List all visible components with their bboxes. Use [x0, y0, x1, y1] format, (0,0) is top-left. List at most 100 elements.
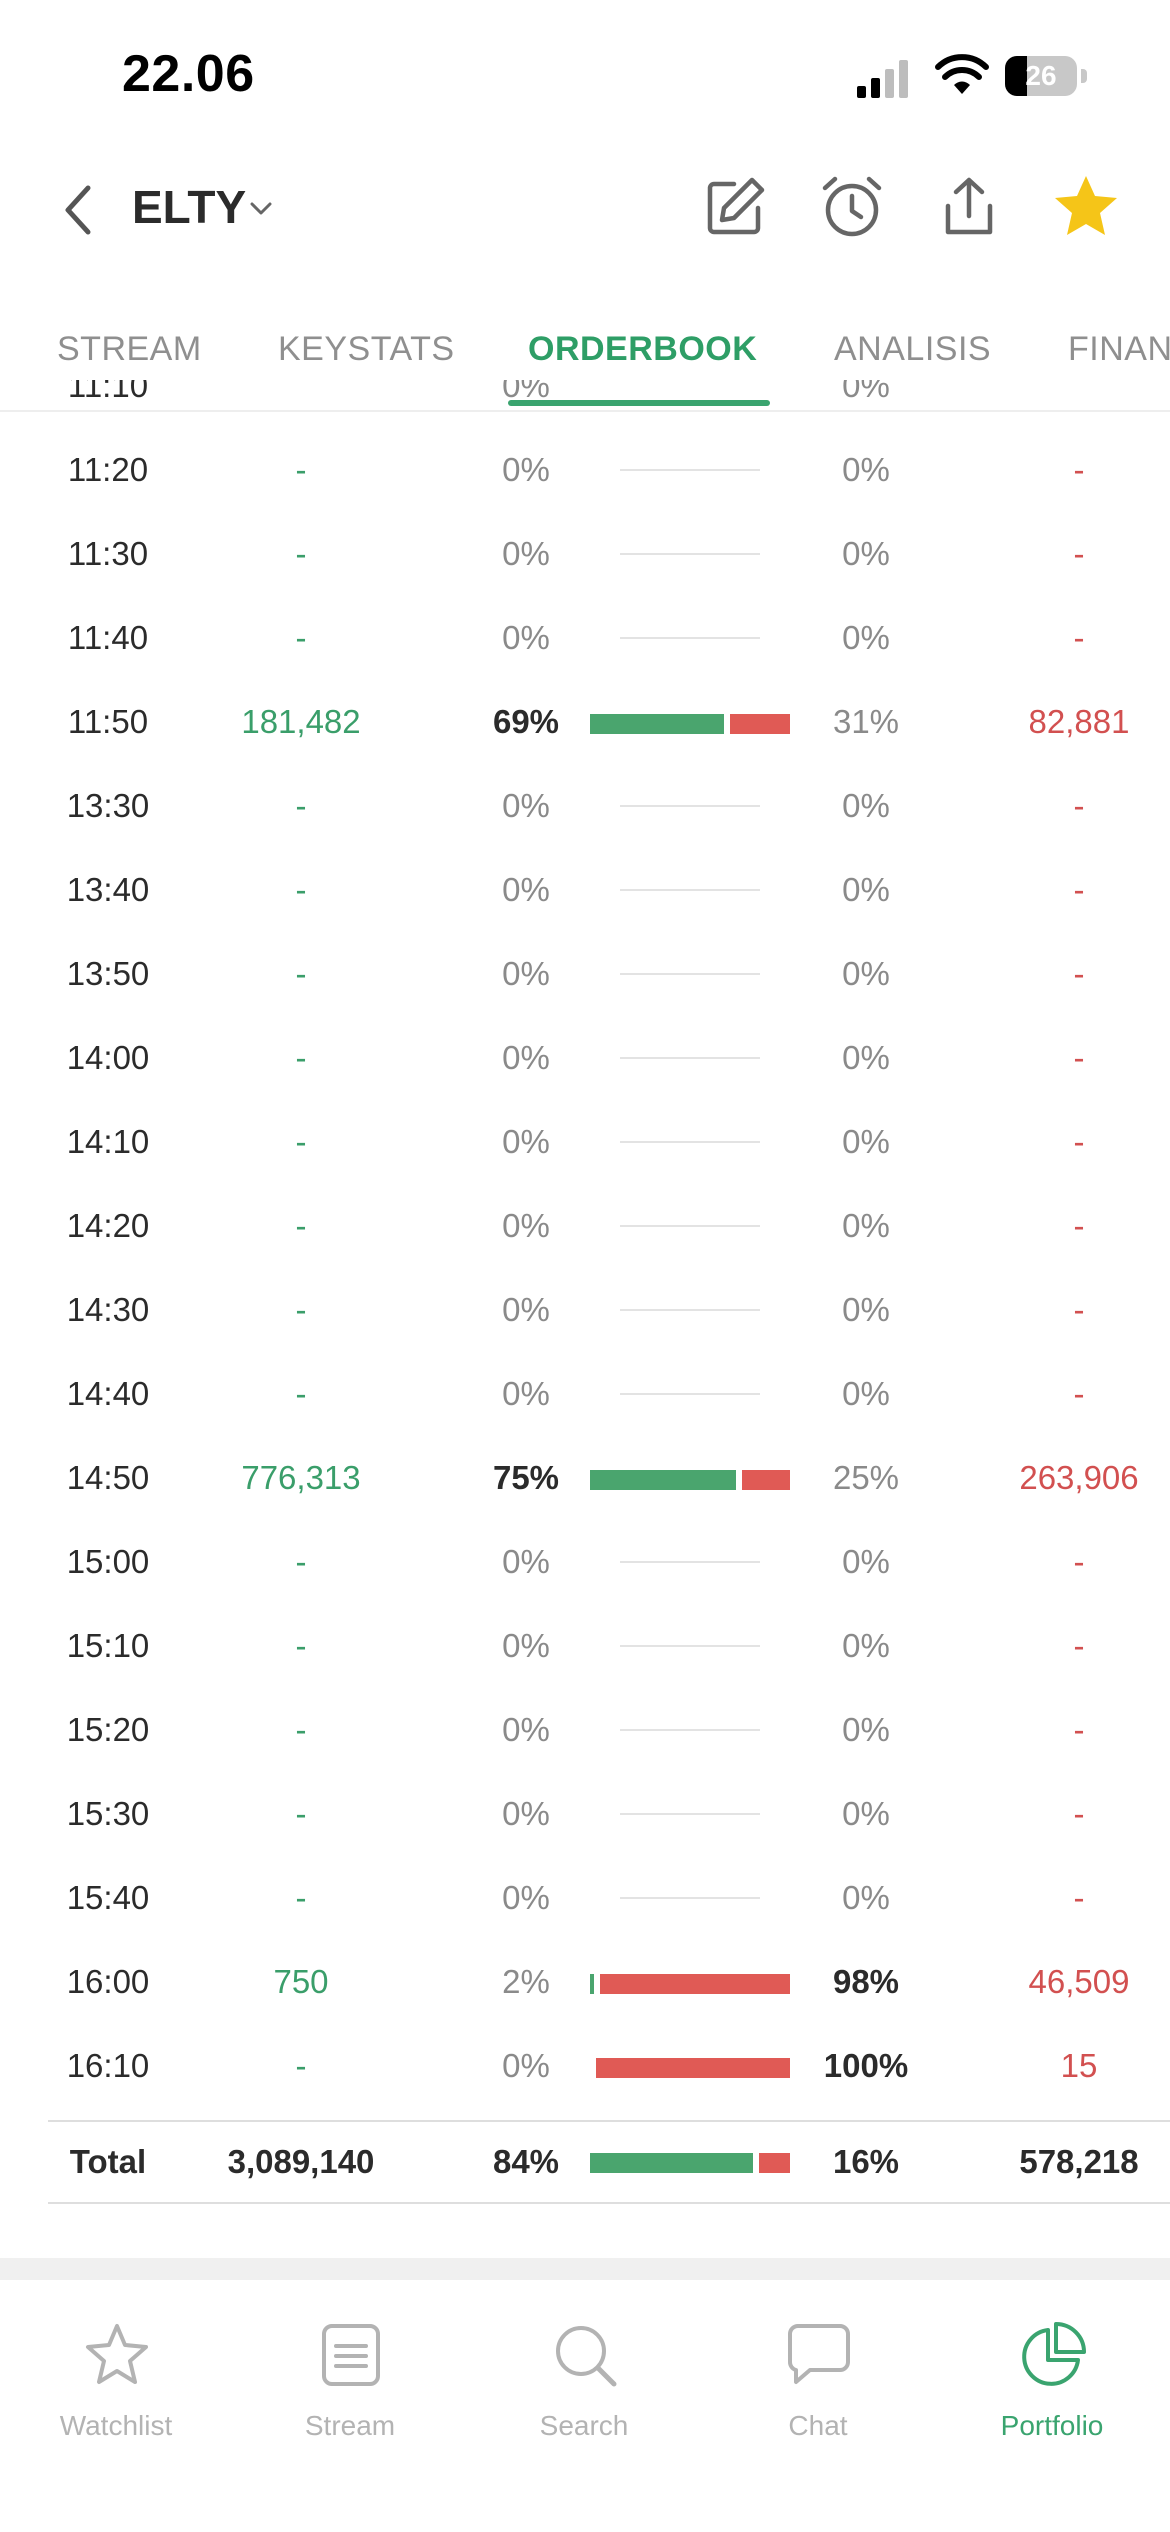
row-sell-pct: 0%	[842, 535, 890, 572]
alarm-clock-icon[interactable]	[817, 172, 887, 242]
table-row[interactable]: 11:40 - 0% 0% -	[48, 596, 1170, 680]
ratio-bar	[590, 1268, 792, 1352]
ticker-symbol[interactable]: ELTY	[132, 181, 247, 233]
table-row[interactable]: 15:30 - 0% 0% -	[48, 1772, 1170, 1856]
row-buy-volume: -	[295, 1207, 307, 1244]
sell-ratio-bar	[742, 1470, 790, 1490]
table-row[interactable]: 11:50 181,482 69% 31% 82,881	[48, 680, 1170, 764]
total-buy-volume: 3,089,140	[227, 2143, 375, 2180]
back-chevron-icon[interactable]	[54, 180, 104, 240]
row-sell-volume: -	[1073, 535, 1085, 572]
row-buy-pct: 0%	[502, 871, 550, 908]
row-buy-volume: -	[295, 1795, 307, 1832]
row-time: 14:20	[66, 1207, 150, 1244]
table-row[interactable]: 13:40 - 0% 0% -	[48, 848, 1170, 932]
table-row[interactable]: 14:40 - 0% 0% -	[48, 1352, 1170, 1436]
row-time: 15:30	[66, 1795, 150, 1832]
row-buy-volume: 750	[273, 1963, 329, 2000]
row-buy-volume: -	[295, 1375, 307, 1412]
nav-search[interactable]: Search	[484, 2300, 684, 2460]
nav-label: Chat	[788, 2410, 848, 2441]
share-icon[interactable]	[934, 172, 1004, 242]
empty-ratio-line	[620, 1393, 760, 1395]
ratio-bar	[590, 1856, 792, 1940]
empty-ratio-line	[620, 1813, 760, 1815]
row-buy-pct: 75%	[492, 1459, 560, 1496]
row-sell-volume: -	[1073, 1123, 1085, 1160]
row-sell-pct: 0%	[842, 1543, 890, 1580]
row-sell-volume: 46,509	[1028, 1963, 1130, 2000]
row-sell-volume: -	[1073, 1879, 1085, 1916]
table-row[interactable]: 15:20 - 0% 0% -	[48, 1688, 1170, 1772]
table-row[interactable]: 16:00 750 2% 98% 46,509	[48, 1940, 1170, 2024]
row-sell-volume: -	[1073, 1207, 1085, 1244]
sell-ratio-bar	[596, 2058, 790, 2078]
nav-chat[interactable]: Chat	[718, 2300, 918, 2460]
row-time: 11:10	[67, 380, 149, 404]
orderbook-table[interactable]: 11:10 0% 0% 11:20 - 0% 0% - 11:30 - 0% 0% - 11:40 -…	[48, 380, 1170, 2210]
table-row[interactable]: 11:20 - 0% 0% -	[48, 428, 1170, 512]
row-sell-volume: -	[1073, 1711, 1085, 1748]
tab-financials[interactable]: FINAN	[1068, 330, 1170, 368]
row-sell-pct: 0%	[842, 380, 890, 404]
row-sell-volume: -	[1073, 1039, 1085, 1076]
row-sell-pct: 0%	[842, 451, 890, 488]
sell-ratio-bar	[759, 2153, 790, 2173]
ratio-bar	[590, 428, 792, 512]
row-buy-pct: 0%	[502, 380, 550, 404]
status-bar: 22.06 26	[0, 0, 1170, 140]
row-buy-volume: -	[295, 1543, 307, 1580]
row-buy-volume: -	[295, 1711, 307, 1748]
edit-note-icon[interactable]	[700, 172, 770, 242]
table-row[interactable]: 13:50 - 0% 0% -	[48, 932, 1170, 1016]
table-row[interactable]: 14:20 - 0% 0% -	[48, 1184, 1170, 1268]
row-sell-volume: 15	[1060, 2047, 1098, 2084]
nav-portfolio[interactable]: Portfolio	[952, 2300, 1152, 2460]
nav-watchlist[interactable]: Watchlist	[16, 2300, 216, 2460]
table-row[interactable]: 16:10 - 0% 100% 15	[48, 2024, 1170, 2108]
chevron-down-icon[interactable]	[246, 194, 276, 224]
tab-keystats[interactable]: KEYSTATS	[278, 330, 455, 368]
empty-ratio-line	[620, 1729, 760, 1731]
row-buy-volume: -	[295, 1879, 307, 1916]
favorite-star-icon[interactable]	[1051, 172, 1121, 242]
nav-stream[interactable]: Stream	[250, 2300, 450, 2460]
pie-chart-icon	[1022, 2322, 1086, 2386]
row-time: 13:40	[66, 871, 150, 908]
tab-analisis[interactable]: ANALISIS	[834, 330, 992, 368]
row-time: 15:40	[66, 1879, 150, 1916]
row-buy-volume: 181,482	[241, 703, 361, 740]
row-sell-pct: 0%	[842, 871, 890, 908]
row-sell-pct: 0%	[842, 1711, 890, 1748]
row-buy-volume: -	[295, 955, 307, 992]
table-row[interactable]: 11:30 - 0% 0% -	[48, 512, 1170, 596]
star-outline-icon	[86, 2324, 148, 2384]
empty-ratio-line	[620, 1309, 760, 1311]
table-row[interactable]: 14:50 776,313 75% 25% 263,906	[48, 1436, 1170, 1520]
table-row[interactable]: 13:30 - 0% 0% -	[48, 764, 1170, 848]
table-row[interactable]: 15:10 - 0% 0% -	[48, 1604, 1170, 1688]
row-buy-pct: 0%	[502, 787, 550, 824]
table-row[interactable]: 15:40 - 0% 0% -	[48, 1856, 1170, 1940]
row-buy-pct: 0%	[502, 1627, 550, 1664]
row-time: 14:10	[66, 1123, 150, 1160]
row-sell-pct: 0%	[842, 787, 890, 824]
table-row[interactable]: 15:00 - 0% 0% -	[48, 1520, 1170, 1604]
table-row[interactable]: 14:10 - 0% 0% -	[48, 1100, 1170, 1184]
table-row[interactable]: 14:00 - 0% 0% -	[48, 1016, 1170, 1100]
row-time: 14:30	[66, 1291, 150, 1328]
row-sell-pct: 0%	[842, 1627, 890, 1664]
row-sell-volume: -	[1073, 451, 1085, 488]
row-sell-volume: -	[1073, 1543, 1085, 1580]
row-sell-volume: -	[1073, 787, 1085, 824]
row-buy-pct: 0%	[502, 451, 550, 488]
tab-stream[interactable]: STREAM	[57, 330, 202, 368]
total-buy-pct: 84%	[492, 2143, 560, 2180]
tab-orderbook[interactable]: ORDERBOOK	[528, 330, 758, 368]
bottom-navigation: Watchlist Stream Search Chat Portfolio	[0, 2280, 1170, 2532]
row-time: 13:50	[66, 955, 150, 992]
search-icon	[556, 2326, 617, 2387]
table-row[interactable]: 14:30 - 0% 0% -	[48, 1268, 1170, 1352]
ratio-bar	[590, 1520, 792, 1604]
row-sell-pct: 0%	[842, 1375, 890, 1412]
